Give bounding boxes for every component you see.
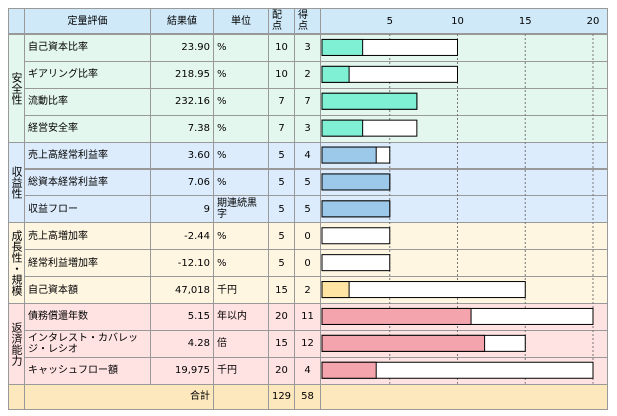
score-bar [321,307,472,325]
chart-cell [320,114,608,143]
item: 債務償還年数 [24,303,151,331]
max: 7 [268,114,295,143]
result: 47,018 [150,276,214,304]
x-tick-label: 15 [519,16,532,27]
total-blank [213,383,269,410]
result: 9 [150,195,214,224]
item: インタレスト・カバレッジ・レシオ [24,329,151,358]
max: 20 [268,303,295,331]
max: 20 [268,356,295,385]
score-bar [321,119,364,137]
score-bar [321,334,486,352]
column-header: 単位 [213,8,269,34]
max-bar [321,227,391,245]
group-label: 成長性・規模 [8,222,25,304]
item: 売上高増加率 [24,222,151,251]
score-bar [321,38,364,56]
chart-header [320,8,608,34]
max: 10 [268,34,295,62]
result: 23.90 [150,34,214,62]
result: -12.10 [150,249,214,278]
max-bar [321,254,391,272]
max-bar [321,281,526,299]
unit: % [213,114,269,143]
column-header: 得点 [294,8,321,34]
score-bar [321,146,377,164]
total-chart [320,383,608,410]
unit: 倍 [213,329,269,358]
score-bar [321,92,418,110]
group-label: 返済能力 [8,303,25,385]
column-header: 定量評価 [24,8,151,34]
item: 売上高経常利益率 [24,141,151,170]
x-tick-label: 10 [451,16,464,27]
item: ギアリング比率 [24,60,151,89]
score-bar [321,281,350,299]
item: 経営安全率 [24,114,151,143]
score: 2 [294,60,321,89]
max: 5 [268,168,295,197]
result: 3.60 [150,141,214,170]
score-bar [321,173,391,191]
result: 19,975 [150,356,214,385]
score-bar [321,65,350,83]
result: 7.06 [150,168,214,197]
unit: % [213,87,269,116]
chart-cell [320,222,608,251]
item: 自己資本額 [24,276,151,304]
x-tick-label: 5 [387,16,393,27]
item: 経常利益増加率 [24,249,151,278]
x-tick-label: 20 [587,16,600,27]
result: 218.95 [150,60,214,89]
score-bar [321,361,377,379]
group-label: 安全性 [8,34,25,143]
score-bar [321,200,391,218]
score: 0 [294,249,321,278]
item: 自己資本比率 [24,34,151,62]
column-header: 配点 [268,8,295,34]
